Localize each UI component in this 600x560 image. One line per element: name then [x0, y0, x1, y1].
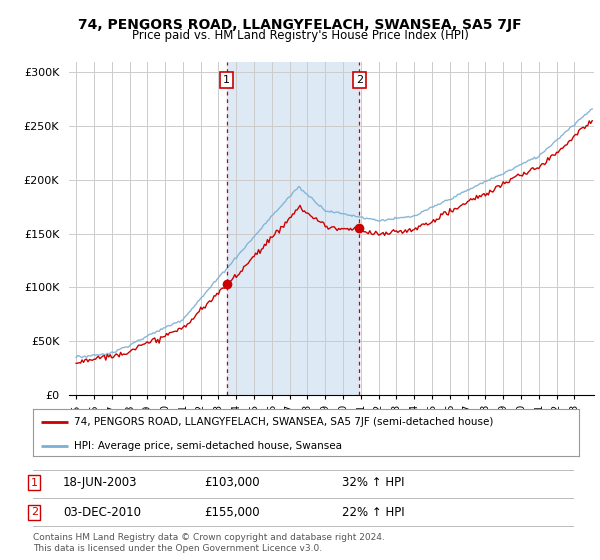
- Text: Contains HM Land Registry data © Crown copyright and database right 2024.
This d: Contains HM Land Registry data © Crown c…: [33, 533, 385, 553]
- Text: Price paid vs. HM Land Registry's House Price Index (HPI): Price paid vs. HM Land Registry's House …: [131, 29, 469, 42]
- Text: 1: 1: [223, 75, 230, 85]
- Text: HPI: Average price, semi-detached house, Swansea: HPI: Average price, semi-detached house,…: [74, 441, 342, 451]
- Text: 22% ↑ HPI: 22% ↑ HPI: [342, 506, 404, 519]
- Text: £155,000: £155,000: [204, 506, 260, 519]
- Text: 74, PENGORS ROAD, LLANGYFELACH, SWANSEA, SA5 7JF: 74, PENGORS ROAD, LLANGYFELACH, SWANSEA,…: [78, 18, 522, 32]
- Text: 2: 2: [31, 507, 38, 517]
- Text: 32% ↑ HPI: 32% ↑ HPI: [342, 476, 404, 489]
- Text: 18-JUN-2003: 18-JUN-2003: [63, 476, 137, 489]
- Text: 74, PENGORS ROAD, LLANGYFELACH, SWANSEA, SA5 7JF (semi-detached house): 74, PENGORS ROAD, LLANGYFELACH, SWANSEA,…: [74, 417, 493, 427]
- Bar: [227, 62, 359, 395]
- Text: £103,000: £103,000: [204, 476, 260, 489]
- Text: 1: 1: [31, 478, 38, 488]
- Text: 2: 2: [356, 75, 363, 85]
- Text: 03-DEC-2010: 03-DEC-2010: [63, 506, 141, 519]
